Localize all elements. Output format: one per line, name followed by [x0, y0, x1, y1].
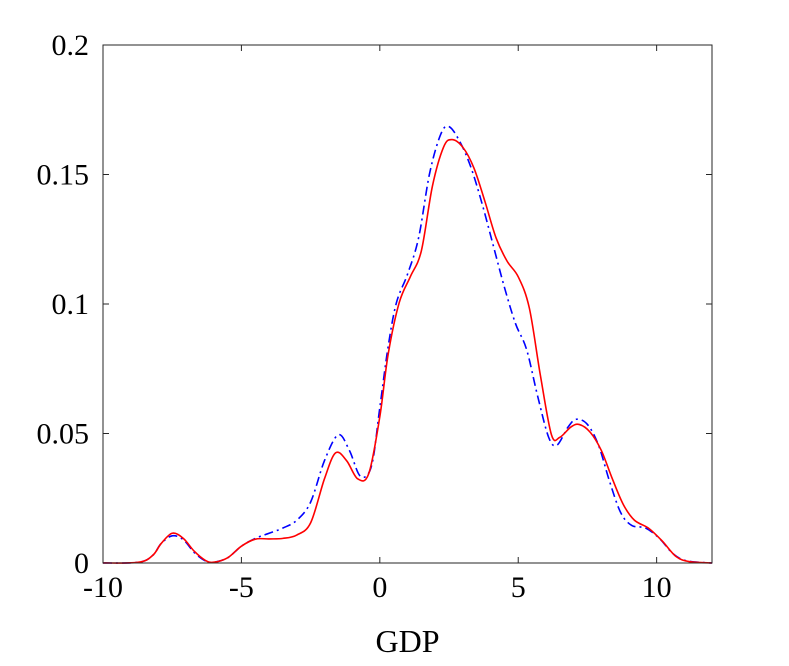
- x-tick-label: -10: [83, 571, 123, 604]
- y-tick-label: 0.15: [37, 159, 90, 192]
- y-tick-label: 0.05: [37, 418, 90, 451]
- ticks-layer: -10 -5 0 5 10 0 0.05 0.1 0.15 0.2: [37, 29, 712, 604]
- x-tick-label: -5: [229, 571, 254, 604]
- x-tick-label: 5: [511, 571, 526, 604]
- y-tick-label: 0.2: [52, 29, 90, 62]
- series-line-red-solid: [102, 138, 713, 564]
- x-axis-label: GDP: [375, 623, 439, 659]
- y-tick-label: 0: [74, 547, 89, 580]
- x-tick-label: 10: [642, 571, 672, 604]
- y-tick-label: 0.1: [52, 288, 90, 321]
- plot-area-frame: [102, 44, 713, 564]
- series-layer: [102, 125, 713, 564]
- x-tick-label: 0: [372, 571, 387, 604]
